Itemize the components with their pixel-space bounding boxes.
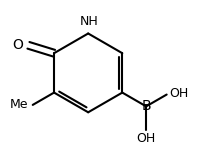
Text: NH: NH	[80, 15, 99, 28]
Text: B: B	[141, 99, 151, 113]
Text: OH: OH	[137, 132, 156, 145]
Text: Me: Me	[9, 98, 28, 111]
Text: O: O	[13, 38, 24, 52]
Text: OH: OH	[170, 87, 189, 100]
